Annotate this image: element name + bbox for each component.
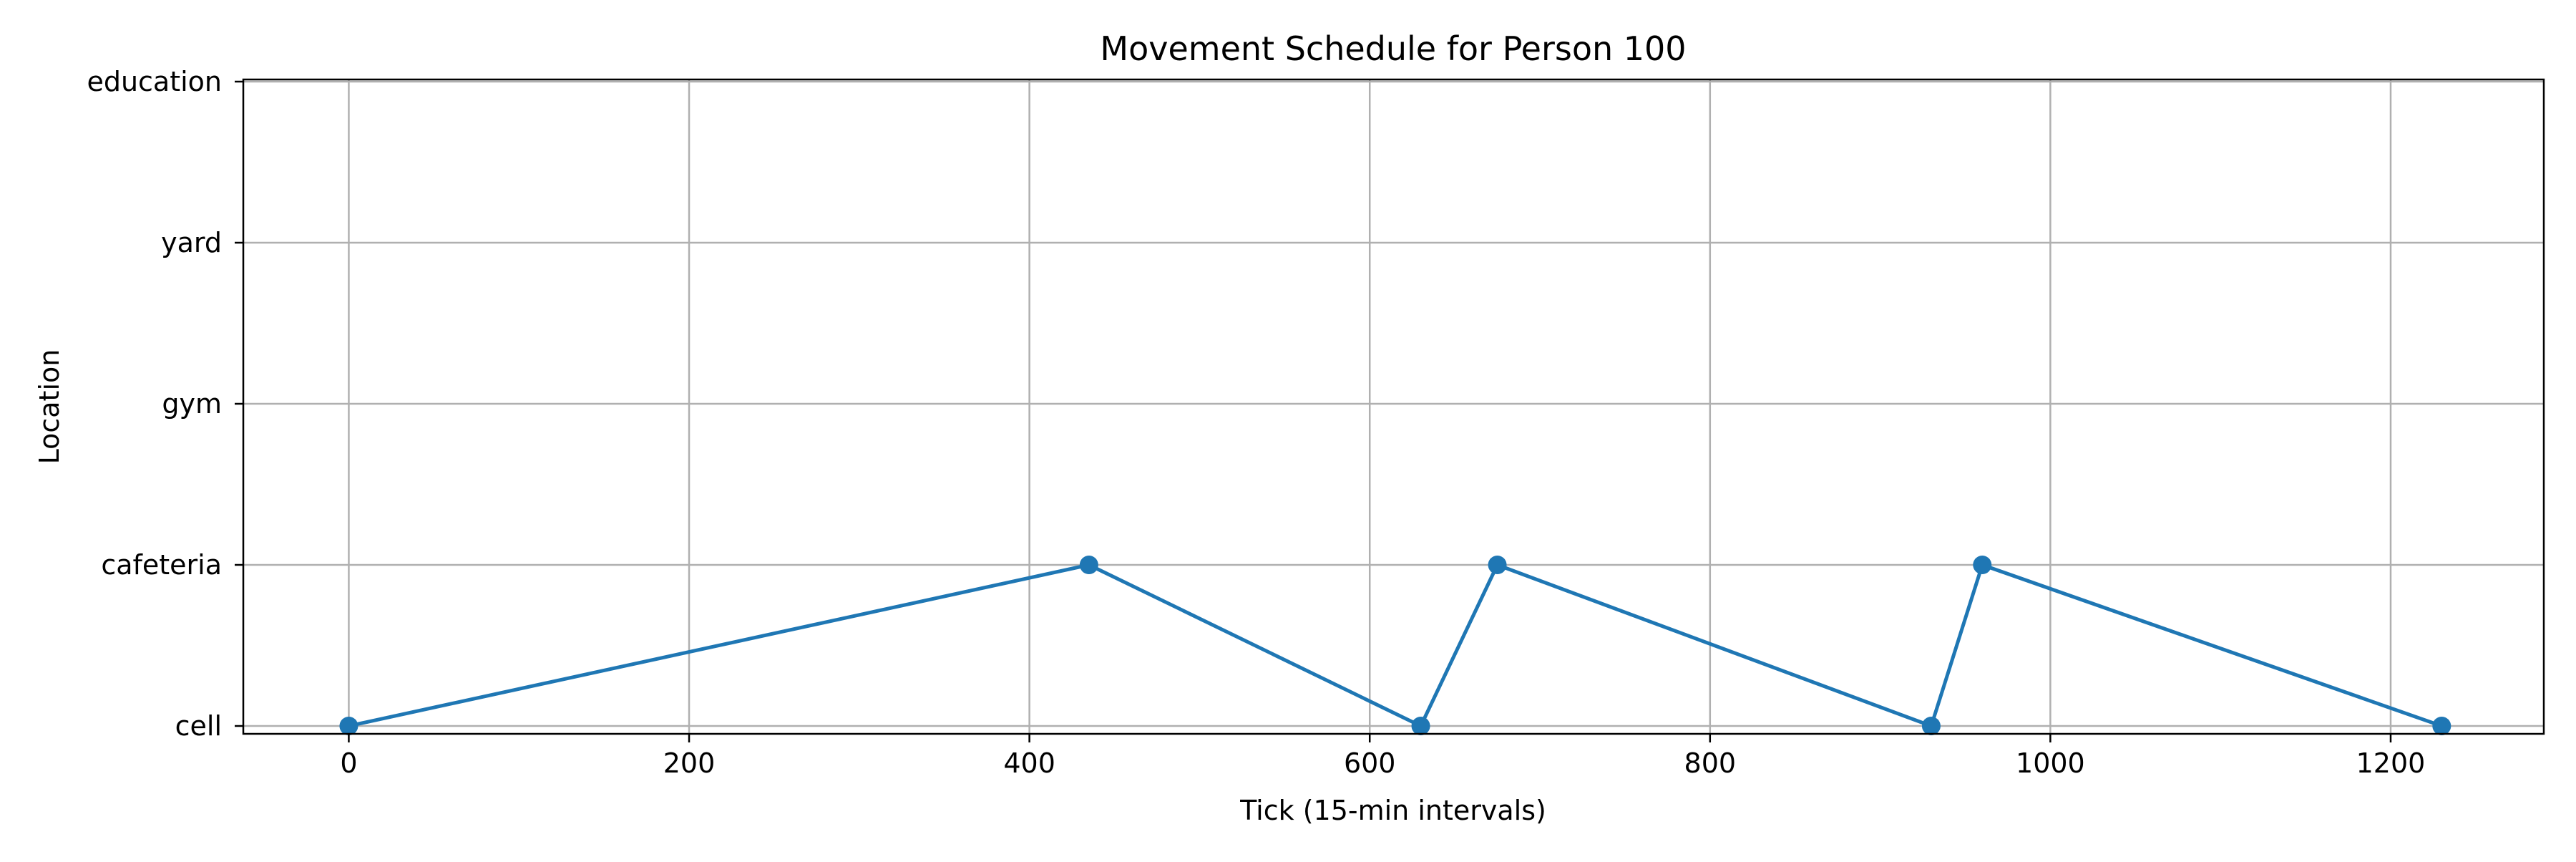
- x-axis: 0 200 400 600 800 1000 1200: [340, 734, 2425, 779]
- x-tick-label: 800: [1684, 747, 1737, 779]
- x-tick-label: 0: [340, 747, 357, 779]
- y-tick-label: cafeteria: [101, 549, 222, 581]
- x-axis-label: Tick (15-min intervals): [1239, 795, 1546, 826]
- plot-frame: [242, 78, 2545, 735]
- data-point: [1411, 717, 1430, 735]
- series-layer: [339, 556, 2451, 735]
- y-tick-label: education: [87, 66, 222, 97]
- y-tick-label: yard: [161, 227, 222, 258]
- grid: [243, 79, 2544, 734]
- series-line: [348, 563, 2443, 728]
- data-point: [2432, 717, 2451, 735]
- y-tick-label: gym: [162, 388, 222, 420]
- data-point: [1921, 717, 1941, 735]
- data-point: [1079, 556, 1098, 574]
- x-tick-label: 600: [1344, 747, 1396, 779]
- data-point: [1973, 556, 1992, 574]
- data-point: [339, 717, 358, 735]
- x-tick-label: 200: [663, 747, 716, 779]
- y-tick-label: cell: [175, 710, 222, 742]
- x-tick-label: 1200: [2356, 747, 2426, 779]
- x-tick-label: 1000: [2016, 747, 2085, 779]
- chart-title: Movement Schedule for Person 100: [1100, 29, 1686, 68]
- y-axis: cell cafeteria gym yard education: [87, 66, 243, 742]
- x-tick-label: 400: [1003, 747, 1055, 779]
- data-point: [1488, 556, 1507, 574]
- y-axis-label: Location: [34, 349, 65, 465]
